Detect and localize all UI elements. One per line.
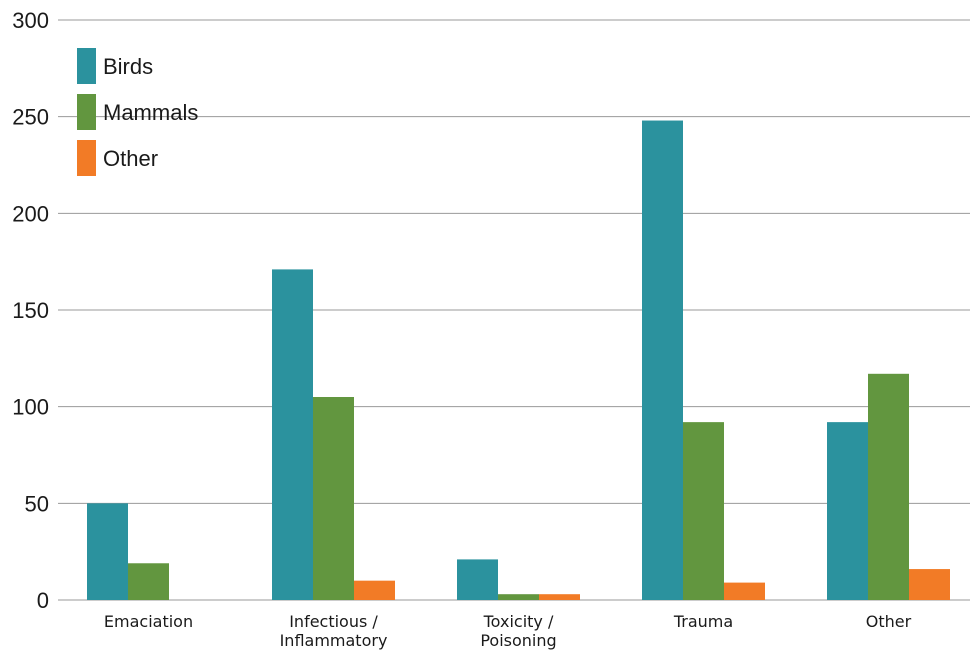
legend: Birds Mammals Other (77, 48, 198, 176)
bar-other-1 (354, 580, 395, 600)
bar-mammals-3 (683, 422, 724, 600)
bars (87, 120, 950, 601)
x-axis-ticks: Emaciation Infectious /Inflammatory Toxici… (104, 612, 912, 650)
x-tick-label: Trauma (673, 612, 733, 631)
bar-other-2 (539, 594, 580, 600)
y-tick-label: 100 (12, 395, 49, 420)
legend-label-mammals: Mammals (103, 100, 198, 125)
y-tick-label: 50 (25, 491, 49, 516)
x-tick-label: Poisoning (480, 631, 556, 650)
x-tick-label: Toxicity / (483, 612, 554, 631)
bar-mammals-0 (128, 563, 169, 600)
y-tick-label: 250 (12, 105, 49, 130)
bar-other-3 (724, 582, 765, 600)
legend-label-birds: Birds (103, 54, 153, 79)
y-tick-label: 150 (12, 298, 49, 323)
y-tick-label: 0 (37, 588, 49, 613)
legend-label-other: Other (103, 146, 158, 171)
x-tick-label: Other (866, 612, 912, 631)
bar-mammals-1 (313, 397, 354, 600)
legend-swatch-birds (77, 48, 96, 84)
y-axis-ticks: 0 50 100 150 200 250 300 (12, 8, 49, 613)
x-tick-label: Infectious / (289, 612, 378, 631)
bar-mammals-4 (868, 373, 909, 600)
bar-birds-1 (272, 269, 313, 600)
bar-birds-4 (827, 422, 868, 600)
gridlines (58, 19, 970, 601)
bar-other-4 (909, 569, 950, 600)
bar-birds-0 (87, 503, 128, 600)
x-tick-label: Emaciation (104, 612, 193, 631)
legend-swatch-other (77, 140, 96, 176)
y-tick-label: 200 (12, 201, 49, 226)
y-tick-label: 300 (12, 8, 49, 33)
bar-mammals-2 (498, 594, 539, 600)
bar-birds-2 (457, 559, 498, 600)
x-tick-label: Inflammatory (280, 631, 388, 650)
bar-birds-3 (642, 120, 683, 601)
legend-swatch-mammals (77, 94, 96, 130)
